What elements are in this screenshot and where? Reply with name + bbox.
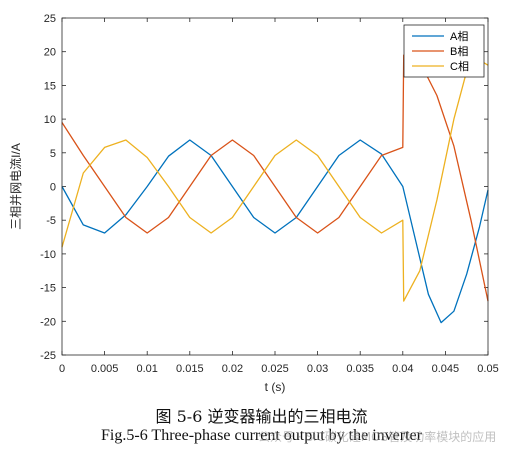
ticks-group: 0 0.005 0.01 0.015 0.02 0.025 0.03 0.035 0.04 0.0… — [40, 13, 499, 375]
x-tick-label: 0 — [59, 363, 65, 375]
y-tick-label: 15 — [44, 80, 56, 92]
x-tick-label: 0.005 — [91, 363, 119, 375]
legend-label: C相 — [450, 60, 469, 73]
x-tick-label: 0.045 — [432, 363, 460, 375]
y-tick-label: 20 — [44, 47, 56, 59]
y-axis-label: 三相并网电流I/A — [9, 143, 23, 230]
figure-caption-chinese: 图 5-6 逆变器输出的三相电流 — [155, 407, 368, 426]
y-tick-label: -5 — [46, 215, 56, 227]
series-line-0 — [61, 139, 489, 324]
x-tick-label: 0.05 — [477, 363, 498, 375]
x-tick-label: 0.015 — [176, 363, 204, 375]
figure-caption-english: Fig.5-6 Three-phase current output by th… — [101, 427, 422, 444]
x-tick-label: 0.01 — [136, 363, 157, 375]
x-tick-label: 0.035 — [346, 363, 374, 375]
series-line-2 — [61, 54, 489, 302]
x-tick-label: 0.04 — [392, 363, 413, 375]
y-tick-label: 0 — [50, 182, 56, 194]
x-tick-label: 0.025 — [261, 363, 289, 375]
y-tick-label: -10 — [40, 249, 56, 261]
legend: A相 B相 C相 — [403, 24, 485, 78]
x-tick-label: 0.02 — [222, 363, 243, 375]
legend-label: B相 — [450, 45, 468, 58]
y-tick-label: -20 — [40, 316, 56, 328]
y-tick-label: 10 — [44, 114, 56, 126]
y-tick-label: 5 — [50, 148, 56, 160]
x-axis-label: t (s) — [265, 380, 286, 394]
watermark-text: 公众号 · SiC碳化硅MOS管及功率模块的应用 — [258, 430, 497, 444]
x-tick-label: 0.03 — [307, 363, 328, 375]
line-chart: 0 0.005 0.01 0.015 0.02 0.025 0.03 0.035 0.04 0.0… — [9, 13, 499, 394]
y-tick-label: -15 — [40, 283, 56, 295]
y-tick-label: -25 — [40, 350, 56, 362]
legend-label: A相 — [450, 30, 468, 43]
plot-frame — [61, 17, 489, 356]
y-tick-label: 25 — [44, 13, 56, 25]
